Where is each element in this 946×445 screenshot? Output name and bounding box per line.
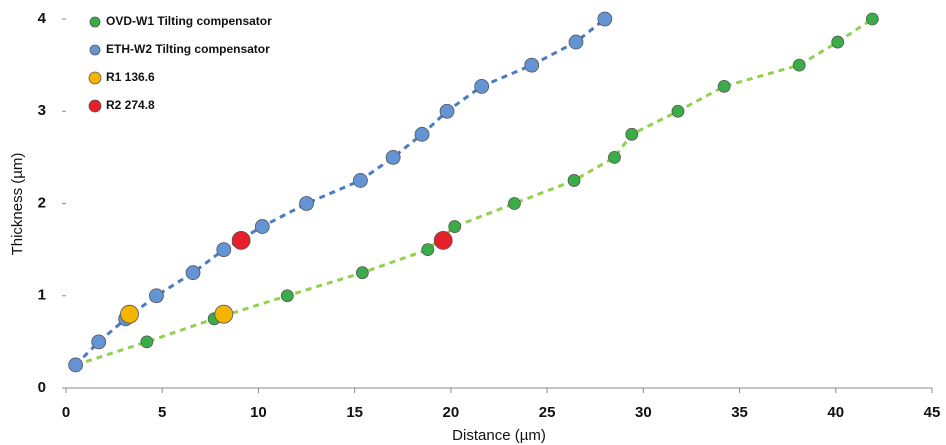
x-axis-label: Distance (µm) [452, 427, 546, 444]
point [567, 174, 581, 187]
point [353, 173, 368, 188]
point [474, 78, 490, 94]
point [149, 288, 164, 304]
point [439, 103, 455, 119]
x-tick-label: 5 [158, 404, 166, 421]
point [597, 11, 613, 27]
y-tick-label: 1 [38, 287, 46, 304]
legend-marker [89, 16, 101, 28]
x-tick-label: 0 [62, 404, 70, 421]
point [792, 58, 806, 72]
legend-label: OVD-W1 Tilting compensator [106, 14, 272, 28]
legend-marker [88, 99, 102, 113]
point [625, 127, 639, 141]
legend-label: R1 136.6 [106, 70, 155, 84]
point [231, 230, 251, 250]
x-tick-label: 45 [924, 404, 941, 421]
y-tick-label: 0 [38, 379, 46, 396]
point [831, 35, 845, 49]
point [120, 304, 139, 324]
legend-marker [88, 71, 102, 85]
point [185, 265, 201, 281]
x-tick-label: 40 [827, 404, 844, 421]
x-tick-label: 35 [731, 404, 748, 421]
point [433, 230, 453, 250]
point [280, 289, 294, 303]
point [507, 197, 521, 210]
legend-label: ETH-W2 Tilting compensator [106, 42, 270, 56]
point [214, 304, 234, 324]
point [421, 243, 435, 257]
y-tick-label: 2 [38, 194, 46, 211]
legend-label: R2 274.8 [106, 98, 155, 112]
y-tick-label: 4 [38, 10, 47, 27]
point [299, 196, 314, 211]
x-tick-label: 15 [346, 404, 363, 421]
y-axis-label: Thickness (µm) [9, 153, 26, 256]
point [717, 79, 731, 93]
point [68, 357, 84, 373]
x-tick-label: 20 [443, 404, 460, 421]
x-tick-label: 10 [250, 404, 267, 421]
point [355, 266, 369, 280]
point [671, 104, 685, 118]
x-tick-label: 25 [539, 404, 556, 421]
point [865, 12, 879, 26]
point [448, 220, 462, 233]
point [385, 149, 401, 165]
point [140, 335, 154, 349]
trendline [74, 17, 606, 366]
point [414, 126, 430, 142]
point [254, 219, 270, 234]
point [216, 242, 232, 258]
point [91, 334, 107, 350]
point [568, 34, 584, 50]
point [608, 150, 621, 164]
y-tick-label: 3 [38, 102, 46, 119]
point [524, 57, 540, 73]
legend-marker [89, 44, 101, 56]
trendline [75, 17, 874, 367]
x-tick-label: 30 [635, 404, 652, 421]
